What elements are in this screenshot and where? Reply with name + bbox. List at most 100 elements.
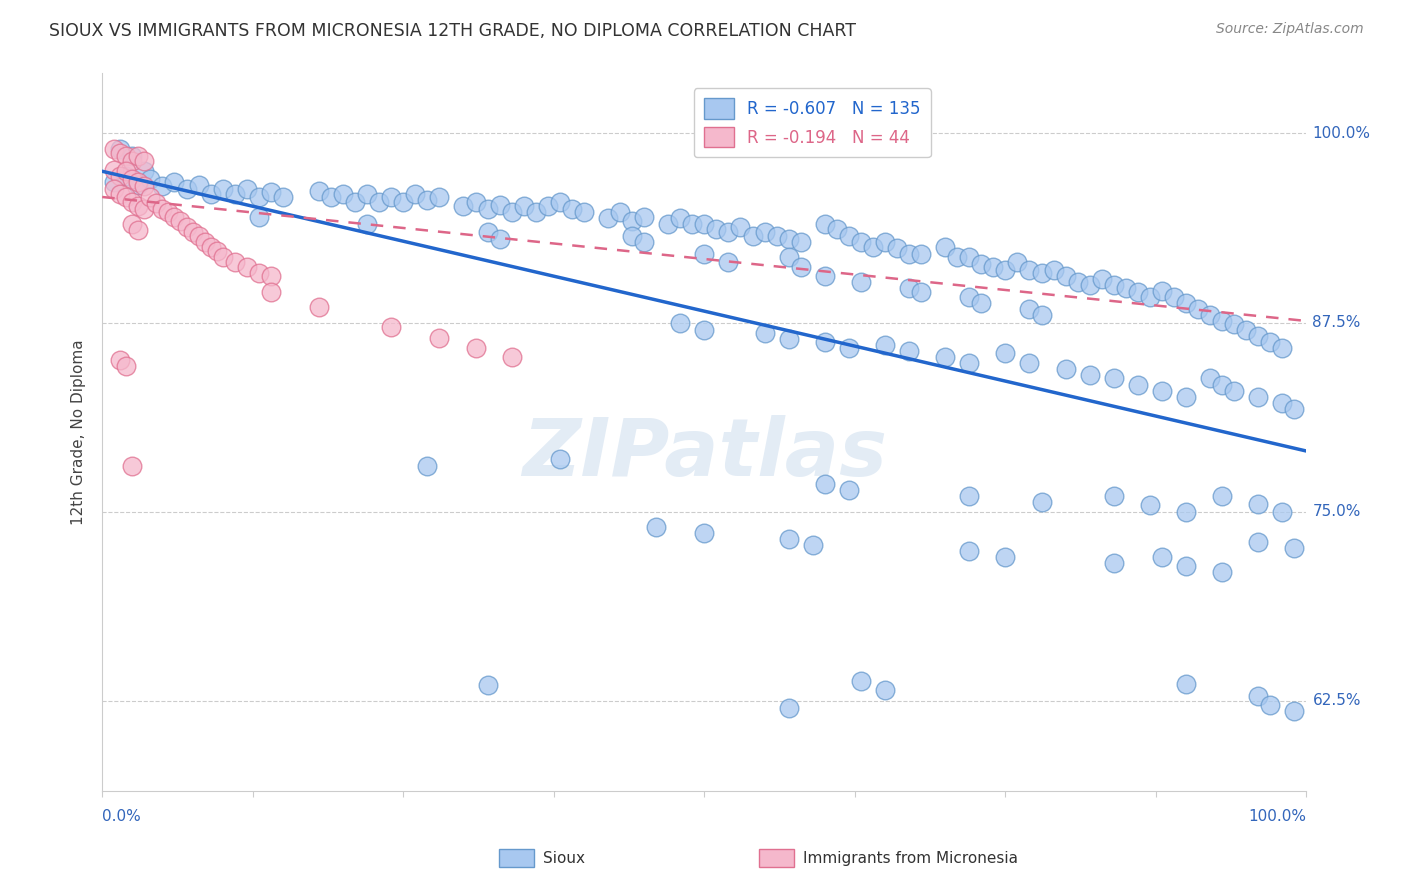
Point [838, 483, 860, 498]
Point [1271, 395, 1294, 409]
Point [110, 146, 132, 161]
Legend: R = -0.607   N = 135, R = -0.194   N = 44: R = -0.607 N = 135, R = -0.194 N = 44 [695, 88, 931, 158]
Point [1271, 341, 1294, 355]
Point [693, 323, 716, 337]
Point [994, 549, 1017, 564]
Point [983, 260, 1005, 274]
Point [886, 241, 908, 255]
Point [1175, 296, 1198, 310]
Point [488, 197, 510, 211]
Point [464, 341, 486, 355]
Point [849, 275, 872, 289]
Point [1199, 308, 1222, 322]
Point [730, 220, 752, 235]
Point [205, 244, 228, 259]
Point [416, 193, 439, 207]
Point [957, 356, 980, 370]
Point [1031, 266, 1053, 280]
Point [163, 175, 186, 189]
Text: 87.5%: 87.5% [1312, 315, 1361, 330]
Point [669, 211, 692, 226]
Point [356, 186, 378, 201]
Point [134, 202, 156, 216]
Point [970, 256, 993, 270]
Point [501, 351, 523, 365]
Point [1078, 277, 1101, 292]
Point [548, 194, 571, 209]
Point [898, 247, 921, 261]
Point [1102, 371, 1125, 385]
Point [271, 190, 294, 204]
Point [778, 701, 800, 715]
Point [416, 459, 439, 474]
Point [115, 190, 138, 204]
Point [789, 260, 811, 274]
Point [110, 169, 132, 183]
Point [260, 268, 283, 283]
Point [910, 247, 932, 261]
Point [934, 351, 956, 365]
Point [1115, 281, 1137, 295]
Point [778, 532, 800, 546]
Point [103, 162, 125, 177]
Point [1066, 275, 1088, 289]
Point [224, 255, 246, 269]
Point [127, 223, 149, 237]
Point [1078, 368, 1101, 383]
Point [910, 285, 932, 300]
Point [1175, 504, 1198, 518]
Point [1102, 277, 1125, 292]
Point [814, 335, 837, 350]
Point [464, 194, 486, 209]
Point [706, 221, 728, 235]
Point [561, 202, 583, 216]
Text: ZIPatlas: ZIPatlas [522, 415, 887, 492]
Point [429, 190, 451, 204]
Point [994, 345, 1017, 359]
Point [404, 186, 426, 201]
Point [1031, 308, 1053, 322]
Point [501, 205, 523, 219]
Point [477, 202, 499, 216]
Point [211, 251, 233, 265]
Point [1042, 262, 1064, 277]
Text: 100.0%: 100.0% [1249, 809, 1306, 824]
Point [537, 199, 560, 213]
Point [1126, 377, 1149, 392]
Text: 100.0%: 100.0% [1312, 126, 1371, 141]
Point [308, 184, 330, 198]
Point [1211, 314, 1233, 328]
Point [801, 538, 824, 552]
Text: 62.5%: 62.5% [1312, 693, 1361, 708]
Point [970, 296, 993, 310]
Point [115, 164, 138, 178]
Point [134, 153, 156, 168]
Point [754, 225, 776, 239]
Point [633, 235, 655, 250]
Point [1199, 371, 1222, 385]
Point [741, 229, 763, 244]
Point [139, 171, 162, 186]
Point [103, 142, 125, 156]
Text: Immigrants from Micronesia: Immigrants from Micronesia [803, 851, 1018, 865]
Point [176, 182, 198, 196]
Point [1211, 490, 1233, 504]
Point [778, 332, 800, 346]
Point [319, 190, 342, 204]
Point [873, 338, 896, 352]
Point [356, 217, 378, 231]
Point [235, 182, 257, 196]
Point [200, 240, 222, 254]
Point [957, 544, 980, 558]
Point [247, 210, 270, 224]
Point [1284, 704, 1306, 718]
Point [1260, 335, 1282, 350]
Point [1187, 301, 1209, 316]
Point [572, 205, 595, 219]
Point [477, 225, 499, 239]
Point [453, 199, 475, 213]
Point [873, 683, 896, 698]
Point [645, 519, 668, 533]
Point [103, 175, 125, 189]
Point [127, 149, 149, 163]
